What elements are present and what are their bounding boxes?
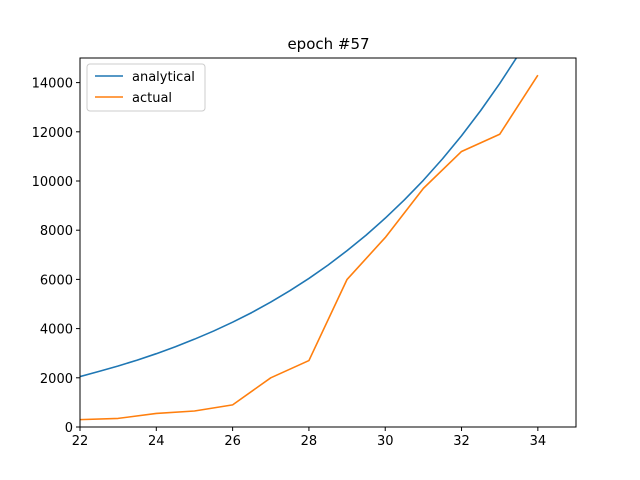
legend-label-actual: actual xyxy=(132,91,172,106)
x-tick-label: 34 xyxy=(530,434,547,449)
x-tick-label: 24 xyxy=(148,434,165,449)
y-tick-label: 6000 xyxy=(40,273,73,288)
y-tick-label: 4000 xyxy=(40,323,73,338)
series-line-analytical xyxy=(80,58,518,378)
y-tick-label: 10000 xyxy=(32,175,73,190)
series-layer xyxy=(80,58,539,421)
x-tick-label: 22 xyxy=(72,434,89,449)
series-line-actual xyxy=(80,74,539,421)
y-tick-label: 12000 xyxy=(32,126,73,141)
y-tick-label: 14000 xyxy=(32,77,73,92)
x-axis: 22 24 26 28 30 32 34 xyxy=(72,427,546,449)
y-axis: 0 2000 4000 6000 8000 10000 12000 14000 xyxy=(32,77,80,436)
legend: analytical actual xyxy=(86,63,206,112)
plot-frame xyxy=(79,57,577,428)
legend-label-analytical: analytical xyxy=(132,70,195,85)
y-tick-label: 8000 xyxy=(40,224,73,239)
x-tick-label: 32 xyxy=(453,434,470,449)
x-tick-label: 30 xyxy=(377,434,394,449)
chart-title: epoch #57 xyxy=(287,35,369,53)
y-tick-label: 0 xyxy=(65,421,73,436)
y-tick-label: 2000 xyxy=(40,372,73,387)
x-tick-label: 28 xyxy=(301,434,318,449)
x-tick-label: 26 xyxy=(224,434,241,449)
